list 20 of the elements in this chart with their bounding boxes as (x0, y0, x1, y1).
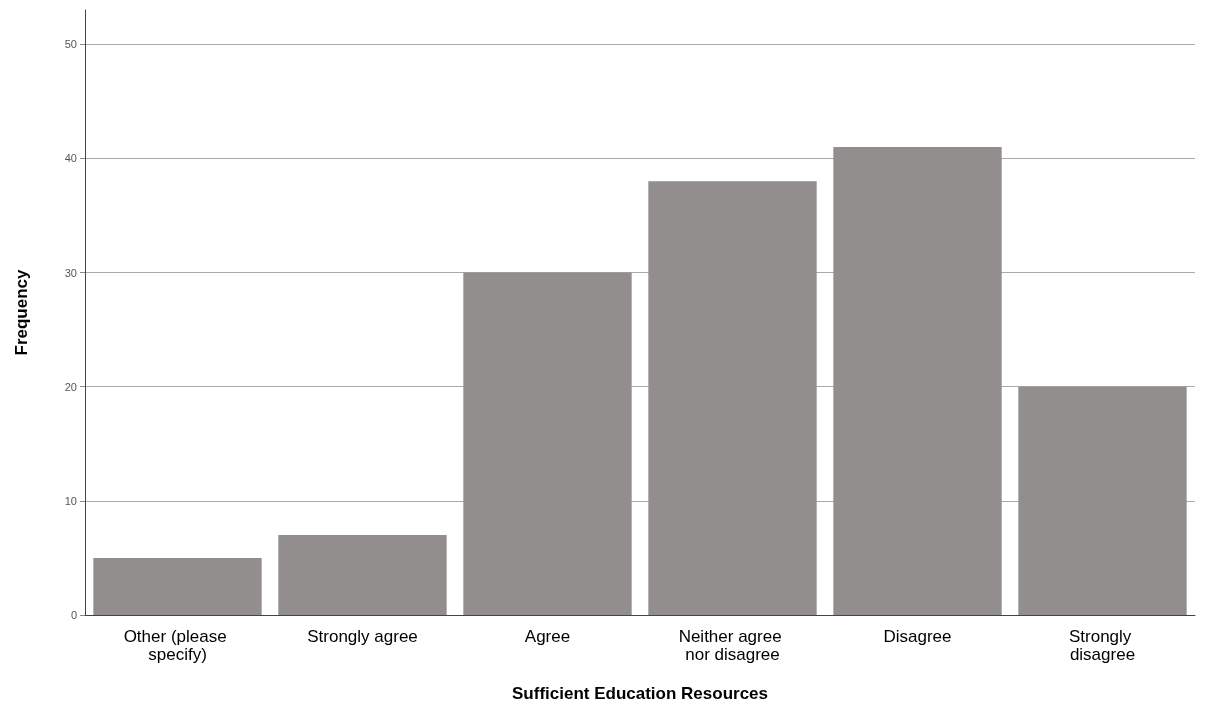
bar (1018, 386, 1187, 615)
bar (463, 272, 632, 615)
x-tick-label: Agree (524, 626, 571, 646)
y-tick-label: 30 (64, 266, 77, 279)
x-tick-label: Neither agree nor disagree (678, 626, 787, 664)
y-axis-title: Frequency (12, 268, 31, 356)
bar (833, 146, 1002, 615)
bar (648, 181, 817, 615)
y-tick-label: 0 (70, 609, 77, 621)
x-tick-label: Disagree (883, 626, 952, 646)
y-tick-label: 40 (64, 152, 77, 165)
y-tick-label: 20 (64, 380, 77, 393)
x-tick-label: Strongly disagree (1068, 626, 1137, 664)
bar (93, 557, 262, 615)
x-axis-title: Sufficient Education Resources (512, 684, 768, 703)
x-tick-label: Other (please specify) (123, 626, 232, 664)
y-tick-label: 50 (64, 38, 77, 51)
y-tick-label: 10 (64, 494, 77, 507)
x-tick-label: Strongly agree (307, 626, 418, 646)
bar (278, 535, 447, 615)
